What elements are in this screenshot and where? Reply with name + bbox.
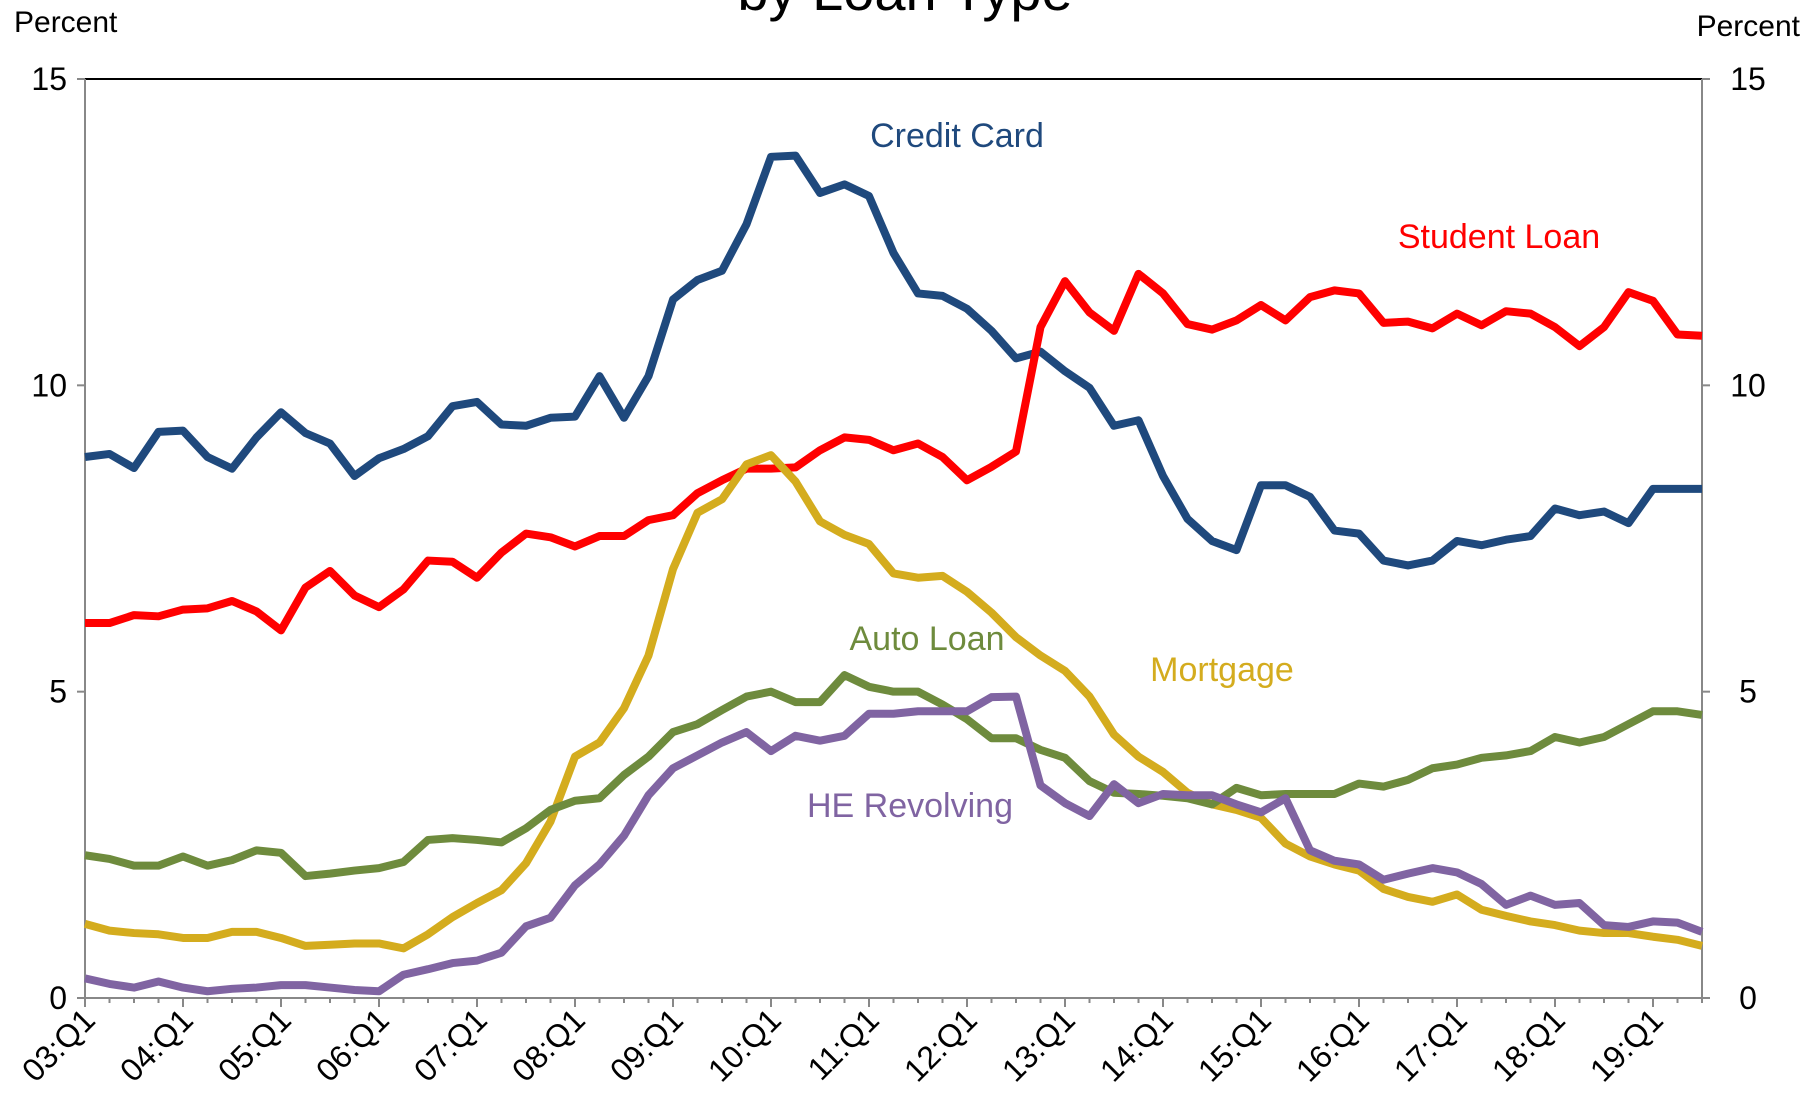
series-label: Credit Card [870, 117, 1044, 155]
x-tick-label: 05:Q1 [211, 1001, 298, 1088]
series-line [85, 269, 1703, 635]
y2-tick-label: 0 [1739, 980, 1757, 1016]
x-tick-label: 06:Q1 [309, 1001, 396, 1088]
series-line [84, 671, 1703, 881]
x-tick-label: 10:Q1 [701, 1001, 788, 1088]
x-tick-label: 11:Q1 [801, 1001, 886, 1086]
y2-tick-label: 5 [1739, 674, 1757, 710]
y2-tick-label: 15 [1730, 61, 1766, 97]
series-line [84, 692, 1704, 996]
y2-axis-label: Percent [1697, 10, 1801, 43]
series-label: Mortgage [1150, 651, 1294, 689]
x-tick-label: 18:Q1 [1485, 1001, 1572, 1088]
x-tick-label: 13:Q1 [995, 1001, 1082, 1088]
chart-title: by Loan Type [737, 0, 1072, 22]
series-label: Student Loan [1398, 218, 1600, 256]
x-tick-label: 19:Q1 [1583, 1001, 1670, 1088]
x-tick-label: 09:Q1 [603, 1001, 690, 1088]
series-label: HE Revolving [807, 787, 1013, 825]
y-axis-label: Percent [14, 6, 118, 39]
y2-tick-label: 10 [1730, 367, 1766, 403]
x-tick-label: 07:Q1 [407, 1001, 494, 1088]
x-tick-label: 16:Q1 [1289, 1001, 1376, 1088]
y-tick-label: 5 [49, 674, 67, 710]
y-tick-label: 15 [31, 61, 67, 97]
x-tick-label: 04:Q1 [113, 1001, 200, 1088]
x-tick-label: 14:Q1 [1093, 1001, 1180, 1088]
x-tick-label: 08:Q1 [505, 1001, 592, 1088]
series-label: Auto Loan [849, 620, 1004, 658]
x-tick-label: 15:Q1 [1191, 1001, 1278, 1088]
series-line [83, 451, 1703, 953]
series-line [84, 151, 1702, 570]
x-tick-label: 12:Q1 [897, 1001, 984, 1088]
y-tick-label: 10 [31, 367, 67, 403]
x-tick-label: 17:Q1 [1387, 1001, 1474, 1088]
y-tick-label: 0 [49, 980, 67, 1016]
